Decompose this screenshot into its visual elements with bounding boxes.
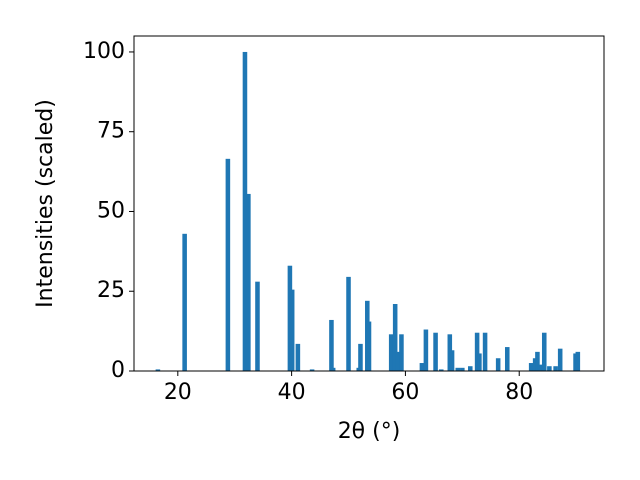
bar <box>557 348 563 371</box>
bar <box>433 332 438 371</box>
bar <box>504 347 510 371</box>
y-tick-label: 100 <box>83 39 125 64</box>
bar <box>295 343 301 371</box>
bar <box>460 367 465 371</box>
bar <box>225 158 231 371</box>
bar <box>289 289 295 371</box>
bar <box>474 332 480 371</box>
bar <box>528 363 534 371</box>
bar <box>553 366 558 371</box>
bar <box>477 353 482 371</box>
bar <box>495 358 501 371</box>
bar <box>449 350 455 371</box>
bar <box>468 366 473 371</box>
bar <box>155 369 161 371</box>
plot-frame <box>133 35 605 372</box>
y-tick-label: 25 <box>97 278 125 303</box>
bar <box>535 351 540 371</box>
bar <box>255 281 260 371</box>
x-tick-label: 60 <box>391 380 419 405</box>
bar <box>388 334 394 371</box>
bar <box>346 276 351 371</box>
bar <box>329 319 334 371</box>
bar <box>242 51 248 371</box>
bar <box>330 367 336 371</box>
x-tick-label: 20 <box>164 380 192 405</box>
y-tick-label: 50 <box>97 198 125 223</box>
bar <box>399 334 404 371</box>
bar <box>392 304 398 371</box>
bar <box>182 233 187 371</box>
y-axis-label: Intensities (scaled) <box>33 99 58 308</box>
bar <box>366 321 372 371</box>
bar <box>547 366 552 371</box>
bar <box>419 363 425 371</box>
bar <box>537 364 543 371</box>
bar <box>455 367 461 371</box>
x-axis-label: 2θ (°) <box>338 419 401 444</box>
bar <box>358 343 363 371</box>
y-tick-label: 0 <box>111 358 125 383</box>
bar <box>309 369 315 371</box>
bar <box>575 351 581 371</box>
bar <box>246 193 251 371</box>
x-tick-label: 80 <box>505 380 533 405</box>
bar <box>541 332 547 371</box>
bar <box>423 329 429 371</box>
x-tick-label: 40 <box>278 380 306 405</box>
bar <box>438 369 444 371</box>
bar <box>395 351 400 371</box>
y-tick-label: 75 <box>97 119 125 144</box>
bar <box>482 332 488 371</box>
